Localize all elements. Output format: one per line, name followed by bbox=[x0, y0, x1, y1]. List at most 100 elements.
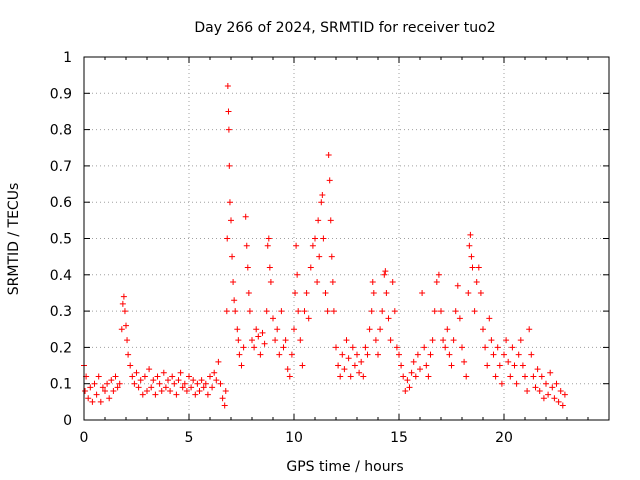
data-point bbox=[259, 329, 266, 336]
data-point bbox=[194, 380, 201, 387]
data-point bbox=[226, 162, 233, 169]
data-point bbox=[349, 344, 356, 351]
data-point bbox=[343, 337, 350, 344]
data-point bbox=[448, 362, 455, 369]
data-point bbox=[503, 337, 510, 344]
y-tick-label: 0.8 bbox=[50, 123, 72, 139]
data-point bbox=[261, 340, 268, 347]
data-point bbox=[431, 308, 438, 315]
plot-frame bbox=[83, 56, 610, 421]
data-point bbox=[505, 358, 512, 365]
data-point bbox=[557, 387, 564, 394]
data-point bbox=[532, 384, 539, 391]
data-point bbox=[519, 362, 526, 369]
data-point bbox=[154, 373, 161, 380]
data-point bbox=[217, 380, 224, 387]
data-point bbox=[235, 337, 242, 344]
data-point bbox=[291, 326, 297, 333]
data-point bbox=[225, 108, 232, 115]
data-point bbox=[95, 373, 102, 380]
data-point bbox=[243, 242, 250, 249]
x-tick-label: 5 bbox=[185, 430, 194, 446]
data-point bbox=[106, 395, 113, 402]
data-point bbox=[370, 289, 377, 296]
y-tick-label: 0.2 bbox=[50, 340, 72, 356]
data-point bbox=[345, 355, 352, 362]
data-point bbox=[120, 293, 127, 300]
data-point bbox=[466, 242, 473, 249]
data-point bbox=[517, 337, 524, 344]
data-point bbox=[513, 380, 520, 387]
data-point bbox=[461, 358, 468, 365]
data-point bbox=[329, 279, 336, 286]
data-point bbox=[215, 358, 222, 365]
data-point bbox=[282, 337, 289, 344]
data-point bbox=[417, 366, 423, 373]
grid bbox=[84, 57, 609, 420]
data-point bbox=[295, 308, 302, 315]
y-tick-label: 0.5 bbox=[50, 232, 72, 248]
data-point bbox=[309, 242, 316, 249]
data-point bbox=[387, 337, 394, 344]
data-point bbox=[486, 315, 493, 322]
x-tick-label: 0 bbox=[80, 430, 89, 446]
data-point bbox=[528, 351, 535, 358]
data-point bbox=[442, 344, 449, 351]
data-point bbox=[112, 373, 119, 380]
data-point bbox=[297, 337, 304, 344]
data-point bbox=[326, 177, 333, 184]
data-point bbox=[169, 373, 176, 380]
data-point bbox=[307, 264, 314, 271]
data-point bbox=[299, 362, 306, 369]
data-point bbox=[549, 384, 556, 391]
data-point bbox=[135, 384, 142, 391]
data-point bbox=[274, 326, 281, 333]
data-point bbox=[125, 351, 132, 358]
data-point bbox=[173, 391, 180, 398]
data-point bbox=[223, 308, 230, 315]
data-point bbox=[482, 344, 489, 351]
data-point bbox=[333, 344, 339, 351]
data-point bbox=[186, 373, 192, 380]
data-point bbox=[559, 402, 566, 409]
data-point bbox=[369, 279, 376, 286]
y-tick-label: 0.1 bbox=[50, 377, 72, 393]
data-point bbox=[104, 380, 111, 387]
data-point bbox=[320, 235, 327, 242]
data-point bbox=[339, 351, 346, 358]
data-point bbox=[264, 242, 271, 249]
data-point bbox=[337, 373, 344, 380]
data-point bbox=[507, 373, 514, 380]
data-point bbox=[360, 373, 367, 380]
data-point bbox=[292, 289, 299, 296]
data-point bbox=[400, 373, 407, 380]
data-point bbox=[545, 391, 552, 398]
x-axis-label: GPS time / hours bbox=[286, 459, 403, 475]
data-point bbox=[158, 387, 165, 394]
data-point bbox=[211, 369, 218, 376]
data-point bbox=[162, 384, 169, 391]
data-point bbox=[536, 387, 543, 394]
data-point bbox=[294, 271, 301, 278]
y-tick-label: 1 bbox=[63, 50, 72, 66]
data-point bbox=[440, 337, 447, 344]
data-point bbox=[515, 351, 522, 358]
data-point bbox=[89, 398, 96, 405]
data-point bbox=[293, 242, 300, 249]
data-point bbox=[222, 387, 229, 394]
data-point bbox=[196, 387, 203, 394]
data-point bbox=[188, 384, 195, 391]
data-point bbox=[496, 362, 503, 369]
y-tick-label: 0.7 bbox=[50, 159, 72, 175]
data-point bbox=[179, 384, 186, 391]
data-point bbox=[139, 391, 146, 398]
data-point bbox=[459, 344, 465, 351]
data-point bbox=[129, 373, 136, 380]
data-point bbox=[124, 337, 131, 344]
data-point bbox=[408, 369, 415, 376]
data-point bbox=[224, 83, 231, 90]
data-point bbox=[366, 326, 373, 333]
data-point bbox=[242, 213, 249, 220]
data-point bbox=[229, 253, 236, 260]
data-point bbox=[382, 268, 389, 275]
